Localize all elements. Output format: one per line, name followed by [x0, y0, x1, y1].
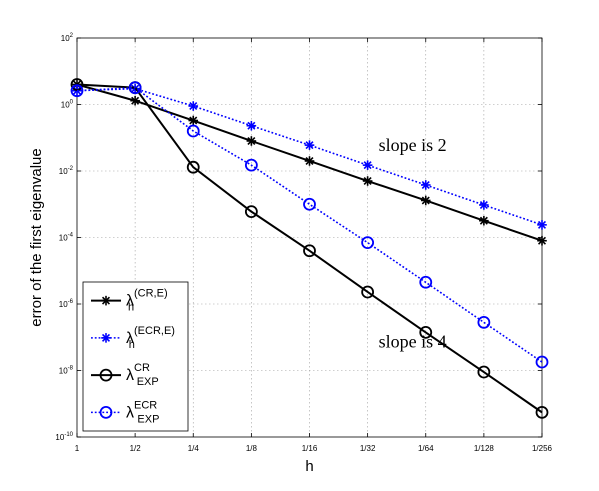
- asterisk-marker: [479, 215, 489, 226]
- y-tick-label: 10-6: [59, 299, 74, 309]
- x-tick-label: 1/64: [418, 444, 434, 453]
- asterisk-marker: [537, 220, 547, 230]
- legend: λ(CR,E) h λ(ECR,E) h λCR EXP λECR EXP: [82, 281, 189, 432]
- asterisk-marker: [130, 95, 140, 106]
- legend-box: [82, 281, 189, 432]
- legend-item-2: λ(ECR,E) h: [91, 325, 175, 351]
- asterisk-marker: [479, 200, 489, 210]
- legend-label: λCR EXP: [126, 362, 159, 388]
- legend-label: λECR EXP: [126, 399, 159, 425]
- circle-marker: [477, 315, 491, 329]
- asterisk-marker: [537, 235, 547, 246]
- asterisk-marker: [188, 101, 199, 111]
- x-tick-label: 1/4: [188, 444, 200, 453]
- circle-marker: [535, 405, 549, 419]
- asterisk-marker: [362, 176, 373, 186]
- circle-marker: [128, 81, 142, 95]
- circle-marker: [361, 285, 375, 299]
- x-tick-label: 1/16: [302, 444, 318, 453]
- asterisk-marker: [304, 140, 315, 150]
- y-tick-label: 10-2: [59, 166, 74, 176]
- legend-item-4: λECR EXP: [91, 399, 159, 425]
- circle-marker: [361, 236, 375, 250]
- series-group: [70, 78, 549, 419]
- y-tick-label: 10-10: [55, 432, 73, 442]
- asterisk-marker: [362, 160, 373, 170]
- x-tick-label: 1/256: [532, 444, 553, 453]
- circle-marker: [535, 355, 549, 369]
- series-4: [70, 81, 549, 369]
- legend-label: λ(ECR,E) h: [126, 325, 175, 351]
- series-1: [72, 79, 547, 246]
- circle-marker: [244, 158, 258, 172]
- asterisk-marker: [304, 156, 315, 166]
- asterisk-marker: [246, 120, 257, 131]
- x-tick-label: 1/128: [474, 444, 495, 453]
- legend-item-3: λCR EXP: [91, 362, 159, 388]
- series-line: [76, 83, 543, 414]
- circle-marker: [186, 124, 200, 138]
- legend-marker: [101, 333, 111, 343]
- x-axis-label: h: [305, 458, 313, 475]
- circle-marker: [186, 160, 200, 174]
- axis-ticks: 1 1/2 1/4 1/8 1/16 1/32 1/64 1/128 1/256 102 100 10…: [55, 33, 552, 453]
- asterisk-marker: [188, 115, 199, 126]
- circle-marker: [419, 275, 433, 289]
- x-tick-label: 1: [75, 444, 80, 453]
- legend-marker: [99, 368, 113, 382]
- circle-marker: [70, 84, 84, 98]
- asterisk-marker: [246, 136, 257, 146]
- circle-marker: [419, 325, 433, 339]
- y-tick-label: 102: [61, 33, 74, 43]
- slope-annotation-2: slope is 4: [379, 331, 447, 351]
- slope-annotation-1: slope is 2: [379, 135, 447, 155]
- asterisk-marker: [420, 180, 431, 190]
- y-tick-label: 10-4: [59, 233, 74, 243]
- annotations: slope is 2 slope is 4: [379, 135, 447, 351]
- circle-marker: [244, 205, 258, 219]
- asterisk-marker: [420, 195, 431, 206]
- legend-marker: [101, 295, 111, 306]
- x-tick-label: 1/32: [360, 444, 376, 453]
- legend-item-1: λ(CR,E) h: [91, 288, 168, 314]
- x-tick-label: 1/8: [246, 444, 258, 453]
- legend-marker: [99, 405, 113, 419]
- x-tick-label: 1/2: [130, 444, 142, 453]
- legend-label: λ(CR,E) h: [126, 288, 168, 314]
- circle-marker: [303, 244, 316, 258]
- y-axis-label: error of the first eigenvalue: [28, 148, 45, 326]
- y-tick-label: 10-8: [59, 366, 74, 376]
- circle-marker: [477, 365, 491, 379]
- circle-marker: [303, 197, 316, 211]
- y-tick-label: 100: [61, 100, 74, 110]
